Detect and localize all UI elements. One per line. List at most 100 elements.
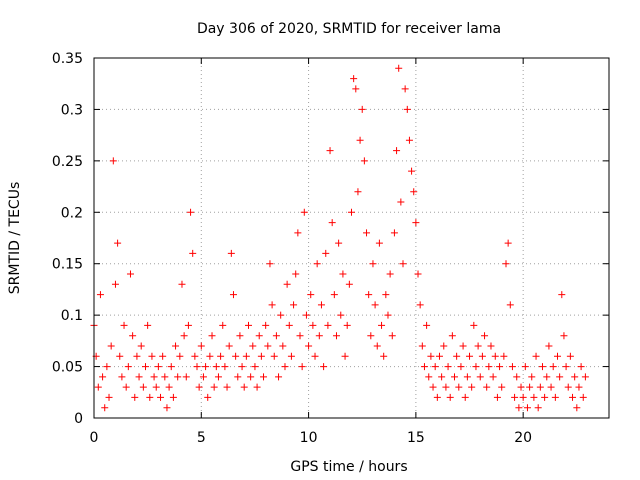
data-point-marker (375, 239, 383, 247)
data-point-marker (408, 167, 416, 175)
data-point-marker (247, 373, 255, 381)
data-point-marker (202, 363, 210, 371)
data-point-marker (315, 332, 323, 340)
data-point-marker (335, 239, 343, 247)
data-point-marker (369, 260, 377, 268)
data-point-marker (360, 157, 368, 165)
data-point-marker (433, 393, 441, 401)
data-point-marker (463, 373, 471, 381)
data-point-marker (388, 332, 396, 340)
data-point-marker (322, 249, 330, 257)
data-point-marker (543, 373, 551, 381)
data-point-marker (249, 342, 257, 350)
data-point-marker (287, 352, 295, 360)
data-point-marker (150, 373, 158, 381)
data-point-marker (238, 363, 246, 371)
data-point-marker (122, 383, 130, 391)
y-tick-label: 0.3 (61, 102, 83, 118)
data-point-marker (489, 373, 497, 381)
data-point-marker (446, 393, 454, 401)
data-point-marker (109, 157, 117, 165)
data-point-marker (371, 301, 379, 309)
data-point-marker (221, 363, 229, 371)
data-point-marker (405, 136, 413, 144)
data-point-marker (229, 291, 237, 299)
data-point-marker (101, 404, 109, 412)
data-point-marker (225, 342, 233, 350)
data-point-marker (232, 352, 240, 360)
data-point-marker (487, 342, 495, 350)
data-point-marker (262, 321, 270, 329)
data-point-marker (313, 260, 321, 268)
data-point-marker (526, 383, 534, 391)
data-point-marker (438, 373, 446, 381)
plot-frame (93, 57, 610, 419)
y-tick-label: 0.35 (52, 51, 83, 67)
grid-lines (94, 58, 609, 418)
data-point-marker (442, 383, 450, 391)
data-point-marker (440, 342, 448, 350)
data-point-marker (290, 301, 298, 309)
data-point-marker (549, 363, 557, 371)
data-point-marker (137, 342, 145, 350)
data-point-marker (268, 301, 276, 309)
data-point-marker (410, 188, 418, 196)
data-point-marker (431, 363, 439, 371)
data-point-marker (384, 311, 392, 319)
data-point-marker (159, 352, 167, 360)
scatter-markers (90, 64, 589, 412)
data-point-marker (126, 270, 134, 278)
data-point-marker (566, 352, 574, 360)
data-point-marker (427, 352, 435, 360)
data-point-marker (399, 260, 407, 268)
data-point-marker (253, 383, 261, 391)
data-point-marker (523, 404, 531, 412)
data-point-marker (114, 239, 122, 247)
data-point-marker (161, 373, 169, 381)
data-point-marker (148, 352, 156, 360)
data-point-marker (461, 393, 469, 401)
data-point-marker (403, 105, 411, 113)
data-point-marker (178, 280, 186, 288)
data-point-marker (354, 188, 362, 196)
data-point-marker (242, 352, 250, 360)
data-point-marker (296, 332, 304, 340)
data-point-marker (485, 363, 493, 371)
data-point-marker (534, 404, 542, 412)
data-point-marker (547, 383, 555, 391)
data-point-marker (305, 342, 313, 350)
data-point-marker (337, 311, 345, 319)
data-point-marker (579, 393, 587, 401)
data-point-marker (466, 352, 474, 360)
data-point-marker (573, 404, 581, 412)
data-point-marker (300, 208, 308, 216)
data-point-marker (496, 363, 504, 371)
data-point-marker (223, 383, 231, 391)
data-point-marker (448, 332, 456, 340)
data-point-marker (255, 332, 263, 340)
data-point-marker (457, 363, 465, 371)
axis-ticks: 0 5 10 15 20 0 0.05 0.1 0.15 0.2 0.25 0.3 0.35 (52, 51, 609, 446)
data-point-marker (279, 342, 287, 350)
data-point-marker (332, 332, 340, 340)
data-point-marker (345, 280, 353, 288)
data-point-marker (193, 363, 201, 371)
data-point-marker (217, 352, 225, 360)
data-point-marker (107, 342, 115, 350)
data-point-marker (199, 373, 207, 381)
data-point-marker (116, 352, 124, 360)
data-point-marker (517, 383, 525, 391)
data-point-marker (575, 383, 583, 391)
data-point-marker (451, 373, 458, 381)
data-point-marker (189, 249, 197, 257)
data-point-marker (556, 373, 564, 381)
data-point-marker (275, 373, 283, 381)
data-point-marker (386, 270, 394, 278)
data-point-marker (508, 363, 516, 371)
data-point-marker (472, 363, 480, 371)
data-point-marker (425, 373, 433, 381)
data-point-marker (470, 321, 478, 329)
data-point-marker (133, 352, 141, 360)
